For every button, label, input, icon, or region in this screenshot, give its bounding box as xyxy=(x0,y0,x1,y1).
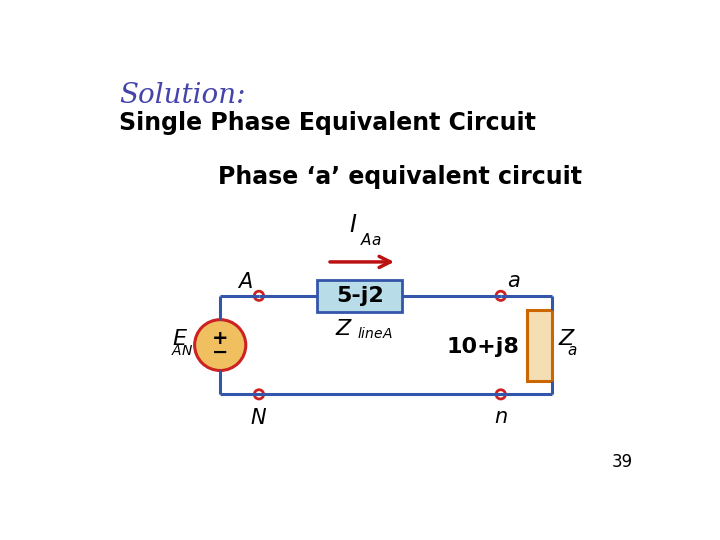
Text: $\mathit{E}$: $\mathit{E}$ xyxy=(172,328,189,350)
Text: −: − xyxy=(212,343,228,362)
FancyBboxPatch shape xyxy=(317,280,402,312)
Text: $\mathit{Aa}$: $\mathit{Aa}$ xyxy=(360,232,382,248)
Text: $\mathit{a}$: $\mathit{a}$ xyxy=(507,273,521,292)
Text: $\mathit{A}$: $\mathit{A}$ xyxy=(237,272,253,292)
Text: $\mathit{I}$: $\mathit{I}$ xyxy=(349,214,357,237)
Text: $\mathit{N}$: $\mathit{N}$ xyxy=(251,408,268,428)
Bar xyxy=(527,309,552,381)
Text: Single Phase Equivalent Circuit: Single Phase Equivalent Circuit xyxy=(120,111,536,135)
Text: 10+j8: 10+j8 xyxy=(446,336,519,356)
Text: $\mathit{a}$: $\mathit{a}$ xyxy=(567,344,577,358)
Text: +: + xyxy=(212,329,228,348)
Circle shape xyxy=(496,390,505,399)
Text: Phase ‘a’ equivalent circuit: Phase ‘a’ equivalent circuit xyxy=(218,165,582,189)
Text: 5-j2: 5-j2 xyxy=(336,286,384,306)
Circle shape xyxy=(496,291,505,300)
Text: $\mathit{lineA}$: $\mathit{lineA}$ xyxy=(356,326,392,341)
Text: $\mathit{Z}$: $\mathit{Z}$ xyxy=(558,328,576,350)
Circle shape xyxy=(254,390,264,399)
Text: $\mathit{n}$: $\mathit{n}$ xyxy=(494,408,508,427)
Circle shape xyxy=(194,320,246,370)
Text: 39: 39 xyxy=(611,454,632,471)
Text: $\mathit{AN}$: $\mathit{AN}$ xyxy=(171,344,193,358)
Text: $\mathit{Z}$: $\mathit{Z}$ xyxy=(336,318,354,340)
Text: Solution:: Solution: xyxy=(120,82,246,109)
Circle shape xyxy=(254,291,264,300)
